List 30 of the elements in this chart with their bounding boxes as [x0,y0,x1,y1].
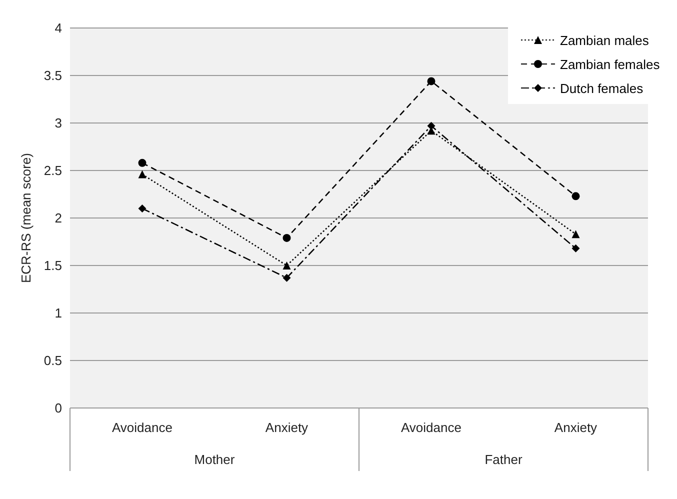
point [282,274,291,282]
legend-label: Zambian males [560,32,649,48]
y-tick-label: 3 [54,116,62,131]
y-tick-label: 1 [54,306,62,321]
point [282,262,291,270]
x-tick-label: Anxiety [554,420,598,435]
y-tick-label: 4 [54,20,62,36]
point [138,158,146,167]
point [138,170,146,178]
y-axis-title: ECR-RS (mean score) [18,152,34,284]
x-tick-label: Avoidance [112,420,172,435]
y-tick-label: 0.5 [44,353,62,368]
point [572,244,580,252]
point [572,192,580,200]
legend-label: Zambian females [560,56,660,72]
y-tick-label: 1.5 [44,258,62,274]
point [138,204,146,212]
y-tick-label: 3.5 [44,68,62,84]
x-tick-label: Anxiety [265,420,309,435]
point [282,234,291,242]
point [572,230,580,238]
point [427,122,436,130]
y-tick-label: 2 [54,210,62,226]
text: Mother [194,452,236,467]
x-tick-label: Avoidance [401,420,462,435]
y-tick-label: 0 [54,400,62,416]
legend-label: Dutch females [560,80,644,96]
y-tick-label: 2.5 [44,163,62,178]
point [427,77,436,86]
text: Father [484,452,523,467]
